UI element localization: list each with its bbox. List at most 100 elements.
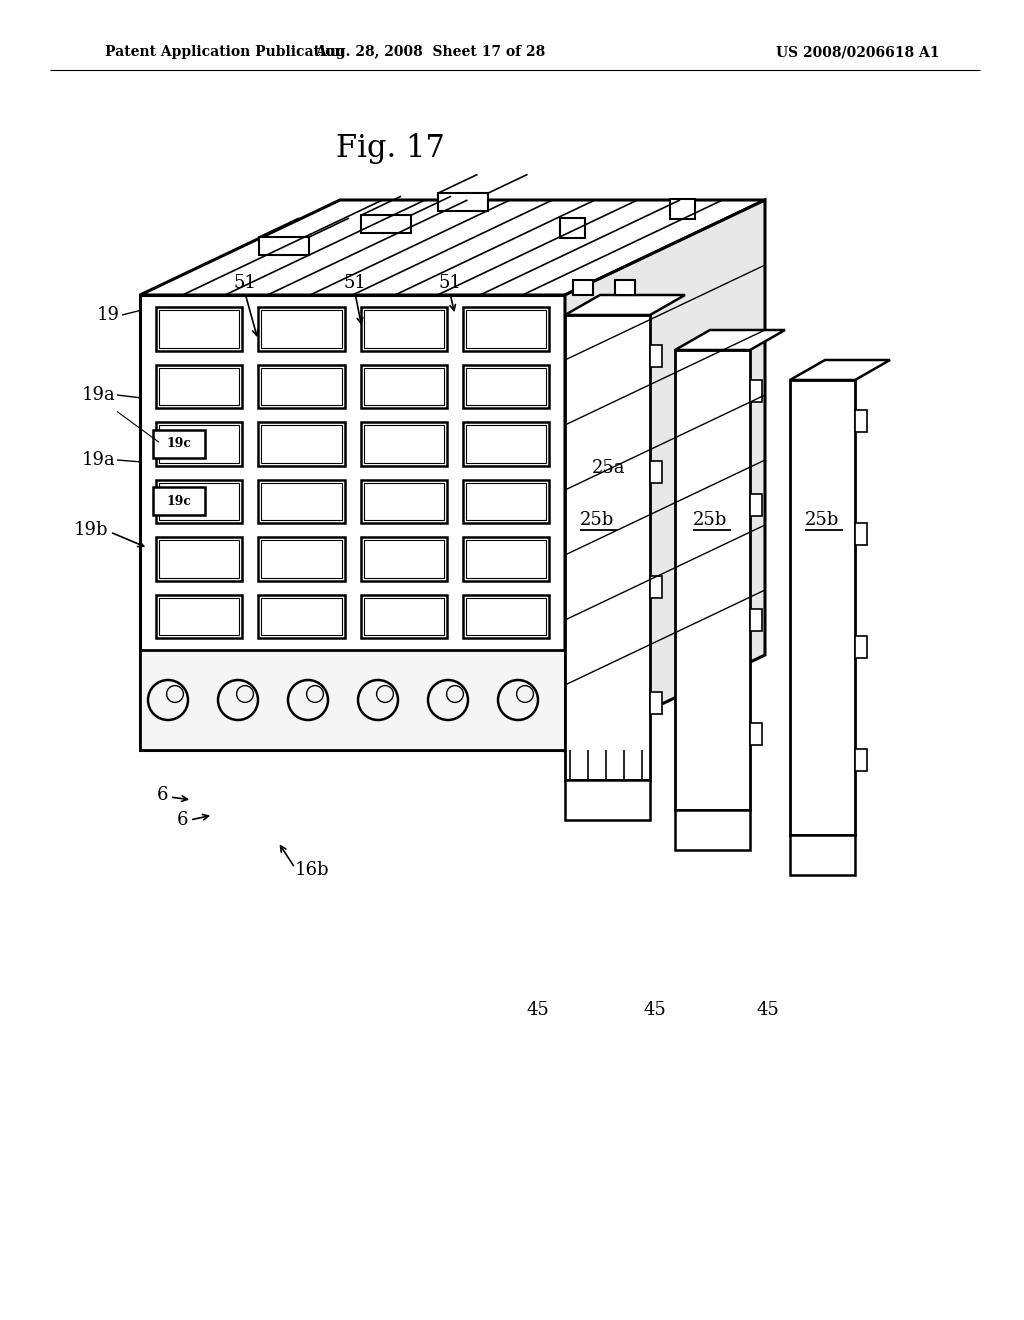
- Bar: [261, 367, 341, 405]
- Bar: [364, 598, 443, 635]
- Bar: [360, 422, 446, 466]
- Bar: [360, 308, 446, 351]
- Bar: [675, 810, 750, 850]
- Bar: [156, 422, 243, 466]
- Bar: [258, 422, 344, 466]
- Text: 19c: 19c: [167, 437, 191, 450]
- Bar: [140, 649, 565, 750]
- Text: 45: 45: [644, 1001, 667, 1019]
- Bar: [650, 461, 662, 483]
- Bar: [364, 367, 443, 405]
- Text: 19a: 19a: [81, 385, 115, 404]
- Bar: [565, 780, 650, 820]
- Text: 51: 51: [233, 275, 256, 292]
- Bar: [466, 310, 546, 347]
- Bar: [650, 692, 662, 714]
- Bar: [159, 310, 240, 347]
- Bar: [750, 380, 762, 403]
- Bar: [364, 483, 443, 520]
- Bar: [360, 594, 446, 638]
- Polygon shape: [790, 360, 890, 380]
- Bar: [261, 483, 341, 520]
- Bar: [159, 425, 240, 462]
- Text: Aug. 28, 2008  Sheet 17 of 28: Aug. 28, 2008 Sheet 17 of 28: [314, 45, 545, 59]
- Bar: [156, 364, 243, 408]
- Bar: [855, 523, 867, 545]
- Bar: [153, 430, 205, 458]
- Bar: [153, 487, 205, 515]
- Text: 19c: 19c: [167, 495, 191, 508]
- Bar: [258, 308, 344, 351]
- Text: Patent Application Publication: Patent Application Publication: [105, 45, 345, 59]
- Bar: [466, 598, 546, 635]
- Polygon shape: [675, 330, 785, 350]
- Text: 45: 45: [526, 1001, 549, 1019]
- Bar: [159, 483, 240, 520]
- Polygon shape: [565, 201, 765, 750]
- Bar: [258, 364, 344, 408]
- Bar: [675, 350, 750, 810]
- Bar: [855, 411, 867, 432]
- Bar: [466, 367, 546, 405]
- Polygon shape: [140, 201, 765, 294]
- Bar: [156, 594, 243, 638]
- Bar: [258, 537, 344, 581]
- Bar: [360, 537, 446, 581]
- Bar: [156, 479, 243, 523]
- Bar: [360, 364, 446, 408]
- Bar: [261, 598, 341, 635]
- Text: 25a: 25a: [592, 459, 626, 477]
- Bar: [855, 636, 867, 657]
- Bar: [463, 537, 549, 581]
- Bar: [670, 199, 695, 219]
- Bar: [466, 540, 546, 578]
- Bar: [437, 194, 487, 211]
- Bar: [159, 367, 240, 405]
- Bar: [466, 483, 546, 520]
- Bar: [156, 537, 243, 581]
- Bar: [573, 280, 593, 294]
- Text: 45: 45: [757, 1001, 779, 1019]
- Bar: [258, 594, 344, 638]
- Bar: [463, 479, 549, 523]
- Text: 19a: 19a: [81, 451, 115, 469]
- Text: 25b: 25b: [580, 511, 614, 529]
- Bar: [364, 540, 443, 578]
- Bar: [361, 215, 411, 234]
- Bar: [463, 594, 549, 638]
- Bar: [463, 364, 549, 408]
- Bar: [650, 577, 662, 598]
- Text: 19b: 19b: [74, 521, 108, 539]
- Bar: [360, 479, 446, 523]
- Text: 6: 6: [157, 785, 168, 804]
- Bar: [565, 315, 650, 780]
- Bar: [258, 479, 344, 523]
- Text: 25b: 25b: [805, 511, 840, 529]
- Polygon shape: [565, 294, 685, 315]
- Text: Fig. 17: Fig. 17: [336, 132, 444, 164]
- Bar: [560, 218, 585, 238]
- Text: 51: 51: [438, 275, 462, 292]
- Text: 51: 51: [344, 275, 367, 292]
- Bar: [750, 609, 762, 631]
- Bar: [855, 748, 867, 771]
- Bar: [750, 494, 762, 516]
- Bar: [261, 425, 341, 462]
- Bar: [466, 425, 546, 462]
- Bar: [259, 238, 309, 255]
- Bar: [159, 598, 240, 635]
- Bar: [750, 723, 762, 744]
- Bar: [463, 308, 549, 351]
- Bar: [364, 425, 443, 462]
- Bar: [790, 836, 855, 875]
- Bar: [364, 310, 443, 347]
- Text: 16b: 16b: [295, 861, 330, 879]
- Text: US 2008/0206618 A1: US 2008/0206618 A1: [776, 45, 940, 59]
- Text: 19: 19: [97, 306, 120, 323]
- Bar: [140, 294, 565, 750]
- Bar: [463, 422, 549, 466]
- Bar: [790, 380, 855, 836]
- Bar: [615, 280, 635, 294]
- Text: 6: 6: [176, 810, 188, 829]
- Bar: [156, 308, 243, 351]
